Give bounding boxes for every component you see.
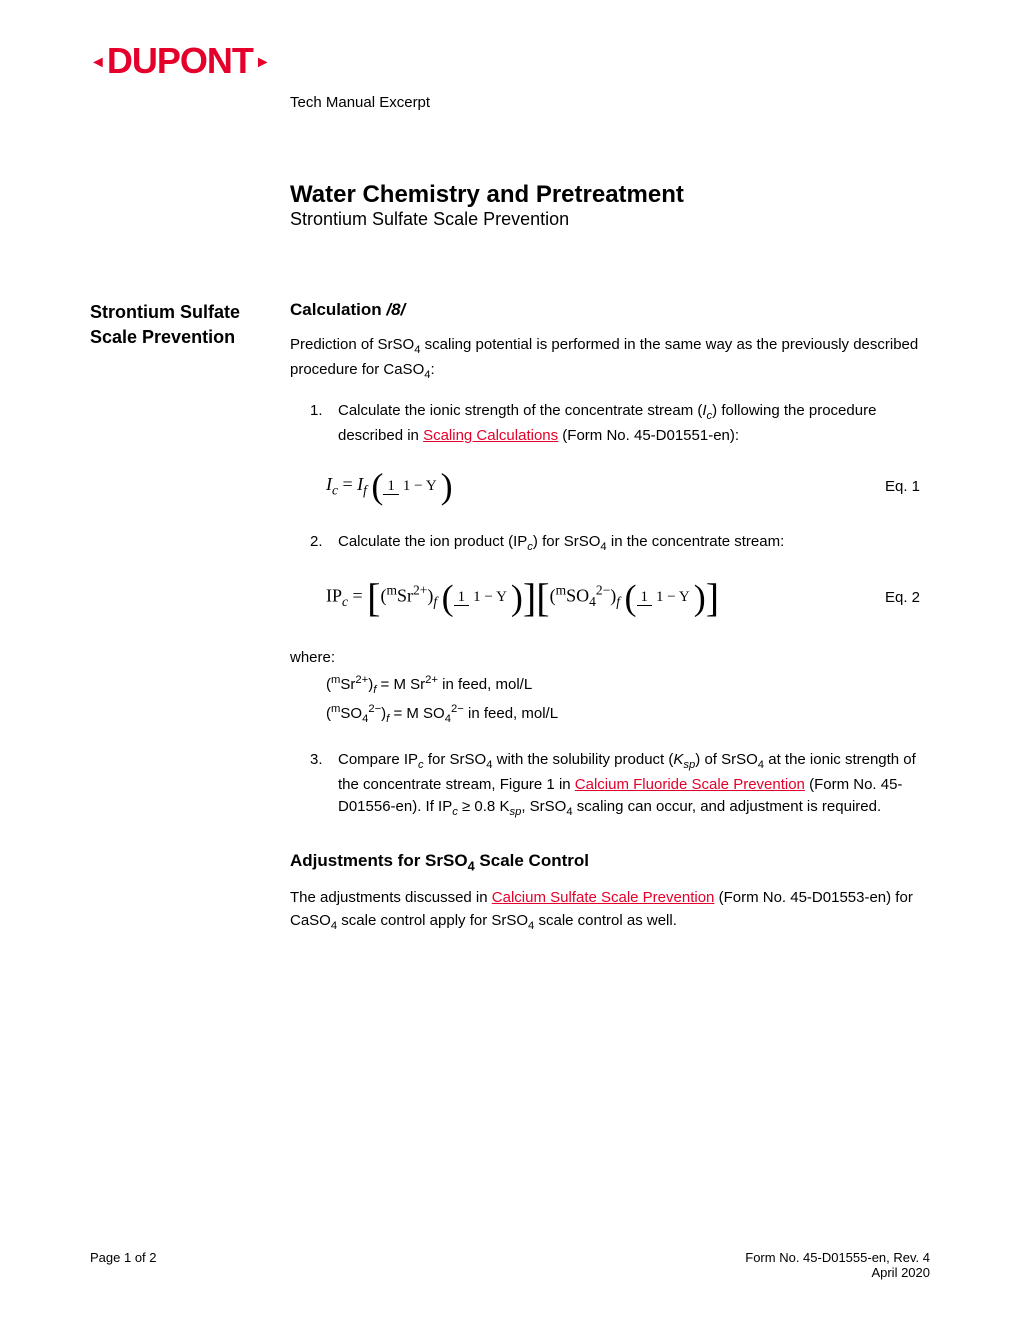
footer: Page 1 of 2 Form No. 45-D01555-en, Rev. … [90,1250,930,1280]
step-2: 2. Calculate the ion product (IPc) for S… [338,531,930,556]
scaling-calc-link[interactable]: Scaling Calculations [423,427,558,444]
footer-form: Form No. 45-D01555-en, Rev. 4 [745,1250,930,1265]
main-subtitle: Strontium Sulfate Scale Prevention [290,209,930,230]
footer-right: Form No. 45-D01555-en, Rev. 4 April 2020 [745,1250,930,1280]
calc-heading: Calculation /8/ [290,300,930,320]
where-label: where: [290,645,930,671]
footer-page: Page 1 of 2 [90,1250,157,1280]
where-2: (mSO42−)f = M SO42− in feed, mol/L [326,700,930,729]
side-heading: Strontium Sulfate Scale Prevention [90,300,290,951]
equation-2: IPc = [(mSr2+)f (11 − Y)][(mSO42−)f (11 … [326,574,930,621]
logo: DUPONT [90,40,930,82]
body-content: Calculation /8/ Prediction of SrSO4 scal… [290,300,930,951]
logo-text: DUPONT [90,40,270,82]
eq1-formula: Ic = If (11 − Y) [326,465,885,507]
step-1: 1. Calculate the ionic strength of the c… [338,400,930,447]
adjust-para: The adjustments discussed in Calcium Sul… [290,887,930,934]
caso4-link[interactable]: Calcium Sulfate Scale Prevention [492,889,715,906]
calc-intro: Prediction of SrSO4 scaling potential is… [290,334,930,384]
caf2-link[interactable]: Calcium Fluoride Scale Prevention [575,776,805,793]
where-block: where: (mSr2+)f = M Sr2+ in feed, mol/L … [290,645,930,729]
step-3: 3. Compare IPc for SrSO4 with the solubi… [338,749,930,821]
calc-heading-text: Calculation [290,300,382,319]
eq2-label: Eq. 2 [885,589,920,606]
main-title: Water Chemistry and Pretreatment [290,181,930,209]
calc-heading-ref: /8/ [386,300,405,319]
content-wrap: Strontium Sulfate Scale Prevention Calcu… [90,300,930,951]
eq1-label: Eq. 1 [885,478,920,495]
doc-type: Tech Manual Excerpt [290,94,930,111]
where-1: (mSr2+)f = M Sr2+ in feed, mol/L [326,671,930,700]
footer-date: April 2020 [745,1265,930,1280]
eq2-formula: IPc = [(mSr2+)f (11 − Y)][(mSO42−)f (11 … [326,574,885,621]
adjust-heading: Adjustments for SrSO4 Scale Control [290,851,930,873]
equation-1: Ic = If (11 − Y) Eq. 1 [326,465,930,507]
